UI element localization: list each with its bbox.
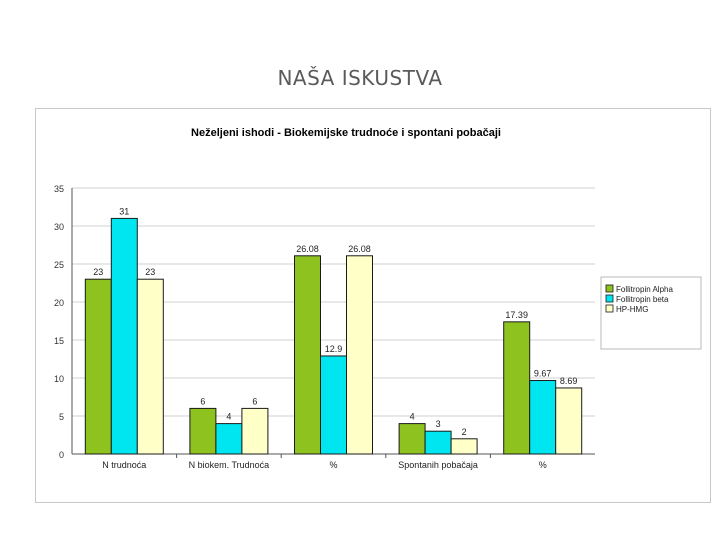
- data-label: 9.67: [534, 369, 552, 379]
- legend-label: Follitropin beta: [616, 295, 669, 304]
- bar: [136, 278, 164, 455]
- slide-title: NAŠA ISKUSTVA: [277, 66, 443, 90]
- bar: [450, 438, 478, 455]
- legend-swatch: [605, 304, 614, 313]
- bar: [189, 407, 217, 455]
- y-tick-label: 35: [54, 184, 64, 194]
- data-label: 23: [145, 267, 155, 277]
- x-tick-label: N biokem. Trudnoća: [189, 460, 270, 470]
- bar: [215, 423, 243, 455]
- data-label: 31: [119, 206, 129, 216]
- bar: [398, 423, 426, 455]
- bar: [294, 255, 321, 455]
- data-label: 6: [252, 396, 257, 406]
- data-label: 26.08: [296, 244, 319, 254]
- chart-title: Neželjeni ishodi - Biokemijske trudnoće …: [191, 127, 501, 139]
- chart-frame: Neželjeni ishodi - Biokemijske trudnoće …: [35, 108, 711, 503]
- x-tick-label: %: [329, 460, 337, 470]
- data-label: 23: [93, 267, 103, 277]
- x-tick-label: Spontanih pobačaja: [398, 460, 478, 470]
- legend-label: HP-HMG: [616, 305, 648, 314]
- bar: [110, 217, 138, 455]
- y-tick-label: 5: [59, 412, 64, 422]
- data-label: 4: [226, 412, 231, 422]
- bar: [346, 255, 373, 455]
- data-label: 8.69: [560, 376, 578, 386]
- bar: [503, 321, 531, 455]
- legend-label: Follitropin Alpha: [616, 285, 673, 294]
- bar: [424, 430, 452, 455]
- data-label: 3: [436, 419, 441, 429]
- x-tick-label: N trudnoća: [102, 460, 146, 470]
- data-label: 12.9: [325, 344, 343, 354]
- data-label: 6: [200, 396, 205, 406]
- legend-swatch: [605, 284, 614, 293]
- bar: [320, 355, 347, 455]
- legend-box: [600, 276, 702, 350]
- y-tick-label: 0: [59, 450, 64, 460]
- y-tick-label: 30: [54, 222, 64, 232]
- data-label: 2: [462, 427, 467, 437]
- bar: [529, 380, 557, 455]
- legend-swatch: [605, 294, 614, 303]
- y-tick-label: 10: [54, 374, 64, 384]
- x-tick-label: %: [539, 460, 547, 470]
- y-tick-label: 25: [54, 260, 64, 270]
- data-label: 26.08: [348, 244, 371, 254]
- y-tick-label: 20: [54, 298, 64, 308]
- y-tick-label: 15: [54, 336, 64, 346]
- bar: [84, 278, 112, 455]
- bar-chart: Neželjeni ishodi - Biokemijske trudnoće …: [54, 127, 702, 470]
- data-label: 17.39: [505, 310, 528, 320]
- bar: [241, 407, 269, 455]
- data-label: 4: [410, 412, 415, 422]
- bar: [555, 387, 583, 455]
